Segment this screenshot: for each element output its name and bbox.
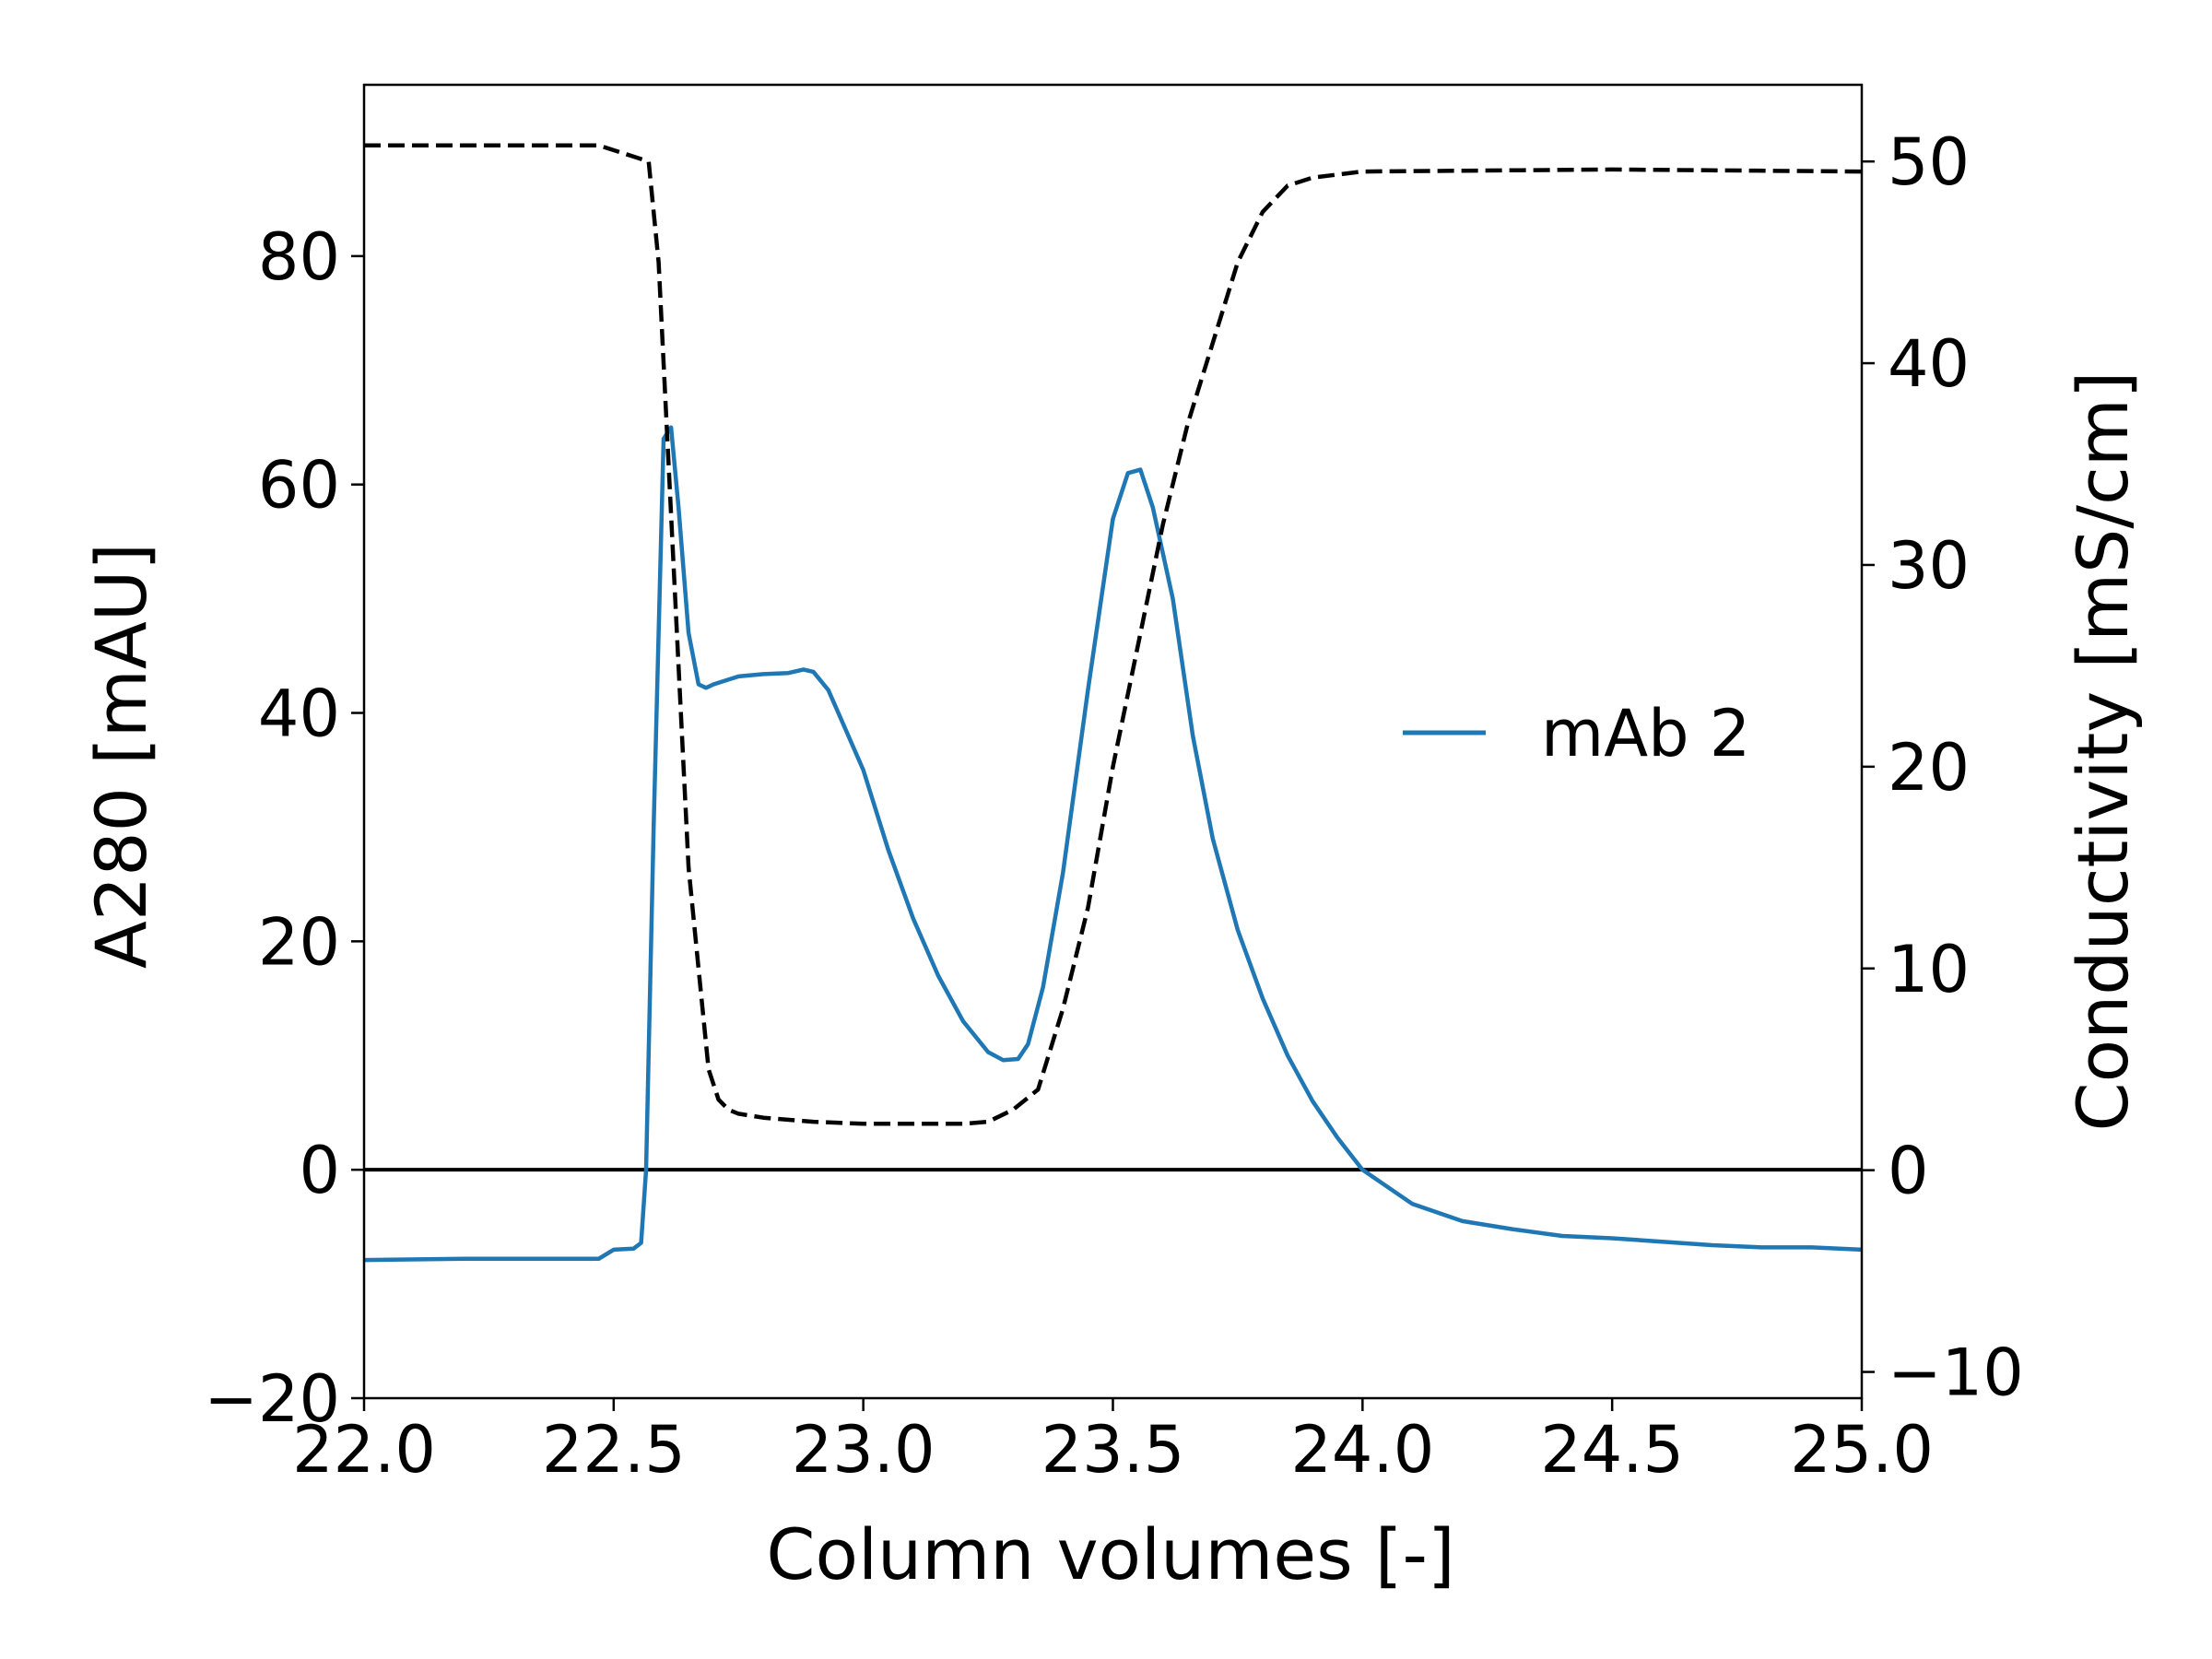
series-line-1 [364,143,1863,1126]
x-tick-label: 24.5 [1540,1412,1684,1488]
series-line-0 [363,425,1863,1263]
x-tick-label: 22.0 [292,1412,436,1488]
y-tick-label: 40 [258,677,340,752]
y-tick-label: 60 [258,448,340,524]
x-axis: 22.0 22.5 23.0 23.5 24.0 24.5 25.0 [292,1398,1934,1488]
y-tick-label: 20 [258,904,340,980]
x-tick-label: 25.0 [1790,1412,1934,1488]
y-tick-label: −20 [204,1361,340,1437]
y2-tick-label: 20 [1888,730,1970,806]
y2-tick-label: 10 [1888,932,1970,1007]
y-tick-label: 0 [299,1133,340,1208]
legend: mAb 2 [1403,696,1750,771]
y-tick-label: 80 [258,219,340,295]
y2-tick-label: −10 [1888,1335,2024,1411]
y2-tick-label: 40 [1888,326,1970,402]
x-axis-title: Column volumes [-] [766,1513,1454,1595]
y-axis-title: A280 [mAU] [80,543,162,969]
x-tick-label: 23.5 [1041,1412,1185,1488]
y-axis-right: −10 0 10 20 30 40 50 [1862,124,2024,1411]
x-tick-label: 24.0 [1290,1412,1434,1488]
legend-label-mab2: mAb 2 [1541,696,1750,771]
y-axis-left: −20 0 20 40 60 80 [204,219,364,1437]
y2-tick-label: 50 [1888,124,1970,200]
x-tick-label: 22.5 [542,1412,686,1488]
y2-tick-label: 30 [1888,528,1970,604]
y2-axis-title: Conductivity [mS/cm] [2062,371,2144,1132]
y2-tick-label: 0 [1888,1134,1929,1209]
x-tick-label: 23.0 [792,1412,935,1488]
